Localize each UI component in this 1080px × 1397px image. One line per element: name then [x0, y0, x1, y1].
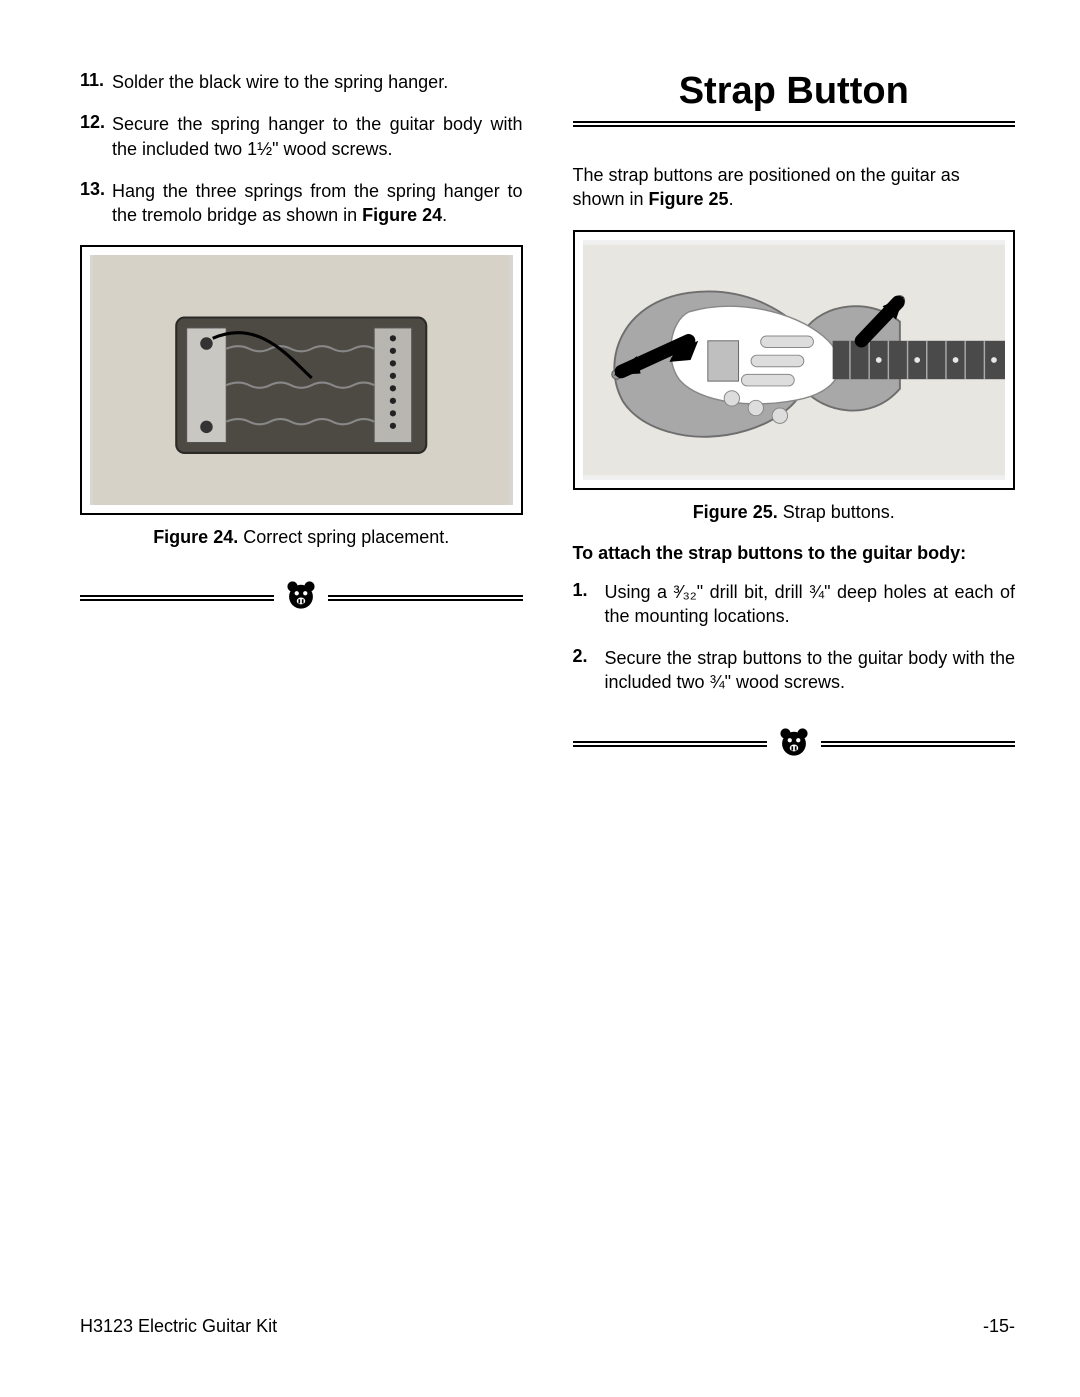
- divider-line: [328, 595, 522, 601]
- left-column: 11. Solder the black wire to the spring …: [80, 70, 523, 794]
- section-heading: Strap Button: [573, 70, 1016, 113]
- right-step-1: 1. Using a ³⁄₃₂" drill bit, drill ¾" dee…: [573, 580, 1016, 629]
- intro-post: .: [729, 189, 734, 209]
- right-column: Strap Button The strap buttons are posit…: [573, 70, 1016, 794]
- figure-label: Figure 25.: [693, 502, 778, 522]
- step-13: 13. Hang the three springs from the spri…: [80, 179, 523, 228]
- figure-label: Figure 24.: [153, 527, 238, 547]
- step-text-pre: Hang the three springs from the spring h…: [112, 181, 523, 225]
- step-text: Solder the black wire to the spring hang…: [112, 70, 448, 94]
- figure-ref: Figure 25: [649, 189, 729, 209]
- figure-25-box: [573, 230, 1016, 490]
- figure-25-image: [583, 240, 1006, 480]
- section-divider: [573, 725, 1016, 764]
- step-text: Using a ³⁄₃₂" drill bit, drill ¾" deep h…: [605, 580, 1016, 629]
- intro-text: The strap buttons are positioned on the …: [573, 163, 1016, 212]
- figure-24-image: [90, 255, 513, 505]
- step-text: Secure the strap buttons to the guitar b…: [605, 646, 1016, 695]
- figure-caption-text: Strap buttons.: [778, 502, 895, 522]
- intro-pre: The strap buttons are positioned on the …: [573, 165, 960, 209]
- figure-24-box: [80, 245, 523, 515]
- right-step-2: 2. Secure the strap buttons to the guita…: [573, 646, 1016, 695]
- figure-caption-text: Correct spring placement.: [238, 527, 449, 547]
- footer-left: H3123 Electric Guitar Kit: [80, 1316, 277, 1337]
- step-text: Secure the spring hanger to the guitar b…: [112, 112, 523, 161]
- step-11: 11. Solder the black wire to the spring …: [80, 70, 523, 94]
- step-number: 1.: [573, 580, 605, 629]
- step-number: 2.: [573, 646, 605, 695]
- bear-icon: [767, 725, 821, 764]
- subheading: To attach the strap buttons to the guita…: [573, 543, 1016, 564]
- step-number: 11.: [80, 70, 112, 94]
- heading-rule: [573, 121, 1016, 127]
- page-footer: H3123 Electric Guitar Kit -15-: [80, 1316, 1015, 1337]
- step-number: 12.: [80, 112, 112, 161]
- divider-line: [573, 741, 767, 747]
- section-divider: [80, 578, 523, 617]
- bear-icon: [274, 578, 328, 617]
- figure-ref: Figure 24: [362, 205, 442, 225]
- step-number: 13.: [80, 179, 112, 228]
- footer-right: -15-: [983, 1316, 1015, 1337]
- step-text: Hang the three springs from the spring h…: [112, 179, 523, 228]
- figure-24-caption: Figure 24. Correct spring placement.: [80, 527, 523, 548]
- figure-25-caption: Figure 25. Strap buttons.: [573, 502, 1016, 523]
- divider-line: [821, 741, 1015, 747]
- step-12: 12. Secure the spring hanger to the guit…: [80, 112, 523, 161]
- divider-line: [80, 595, 274, 601]
- step-text-post: .: [442, 205, 447, 225]
